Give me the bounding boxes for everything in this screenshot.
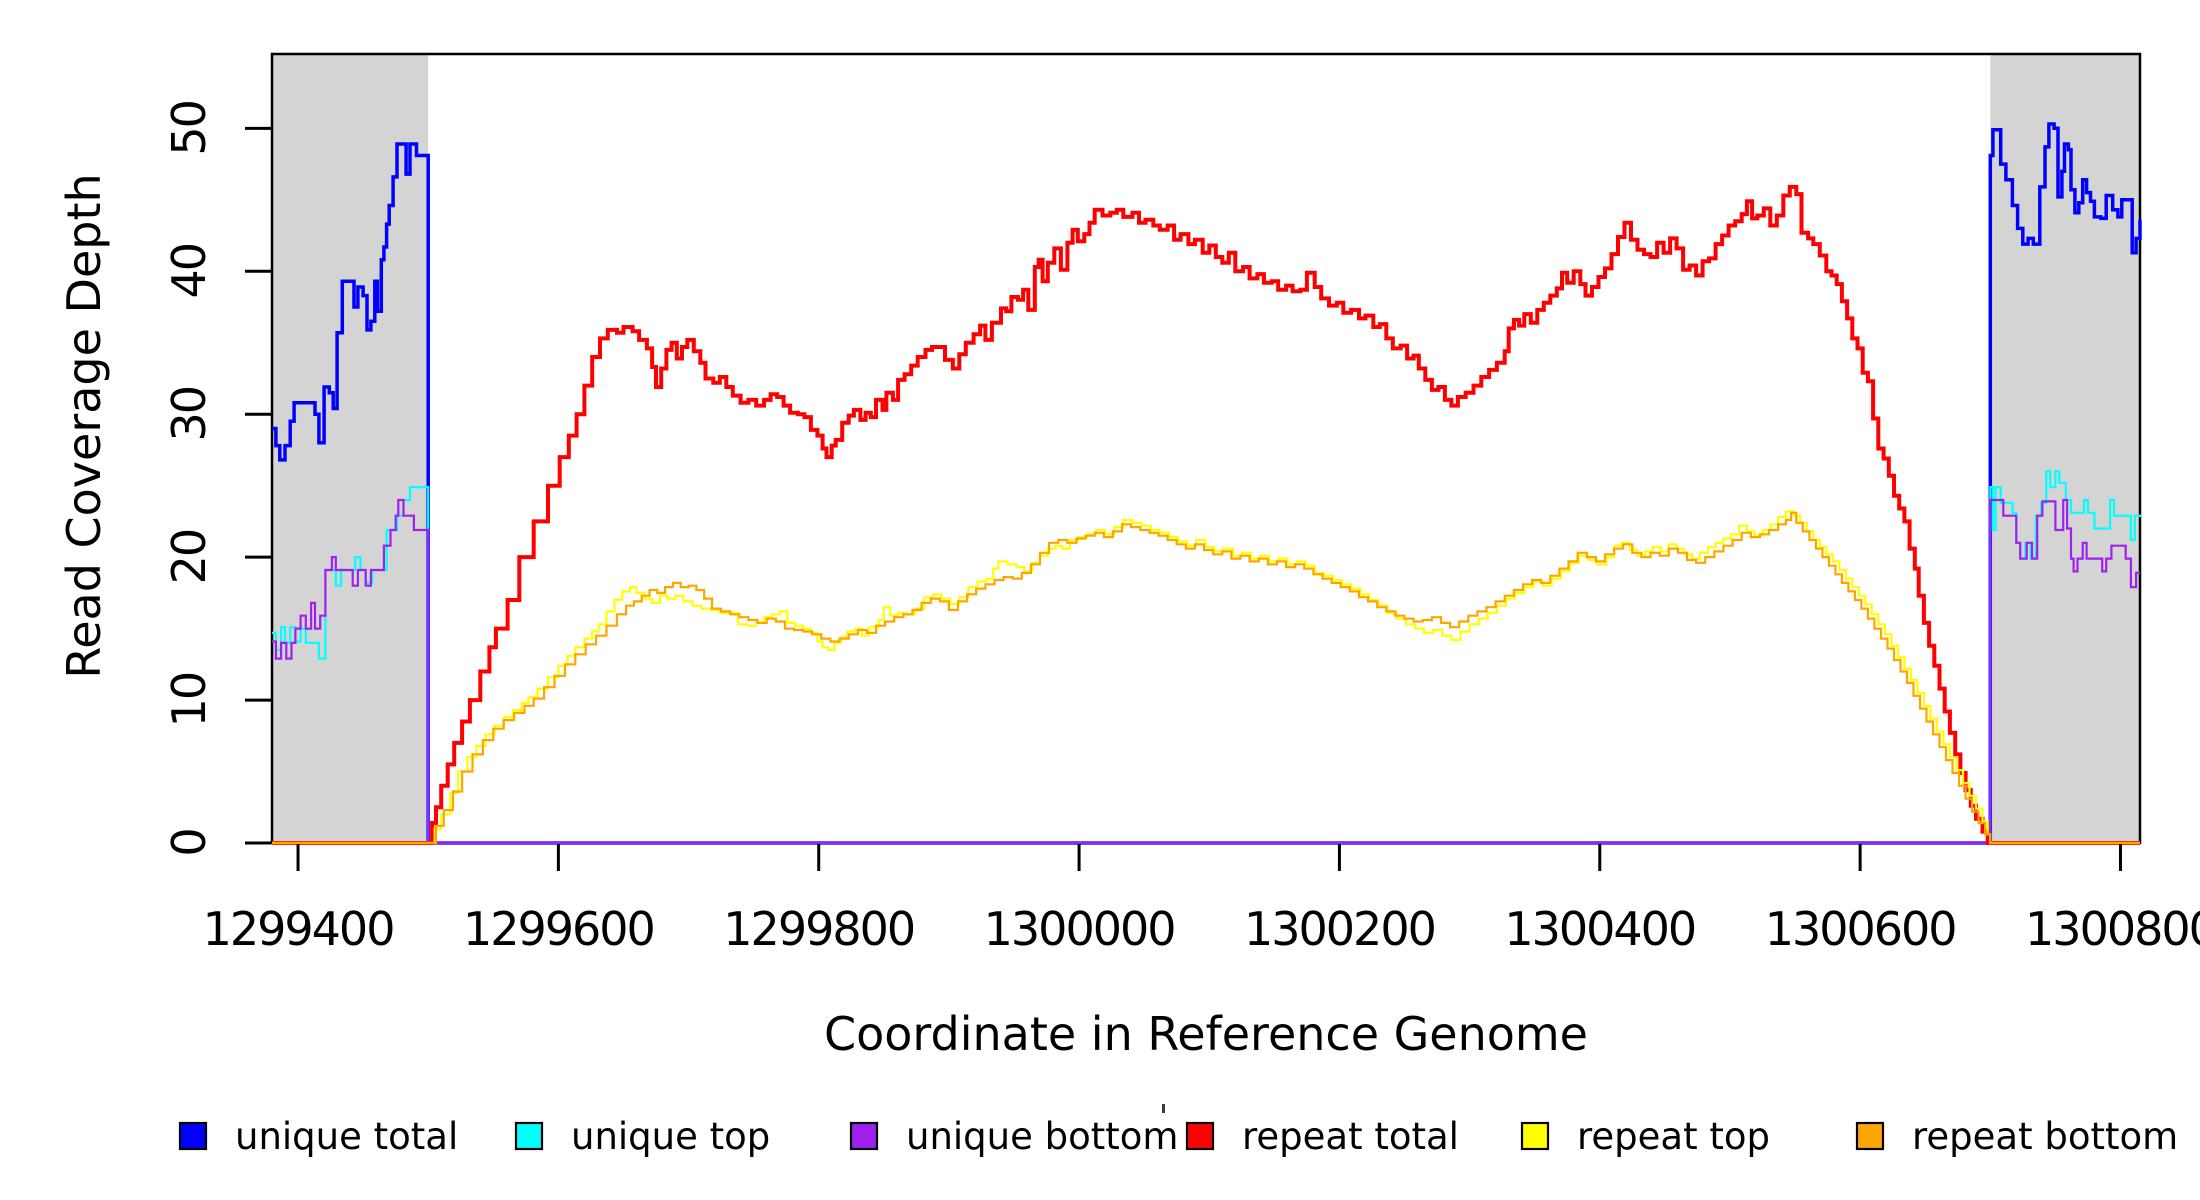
legend-label: unique top (571, 1115, 770, 1158)
legend-swatch (1855, 1121, 1885, 1151)
series-repeat-total (272, 184, 2140, 845)
masked-region-right (1990, 54, 2140, 843)
x-tick-label: 1299400 (203, 902, 394, 956)
series-unique-bottom (272, 498, 2140, 845)
legend-swatch (1185, 1121, 1215, 1151)
legend-label: repeat top (1577, 1115, 1770, 1158)
legend-item-unique-total: unique total (178, 1115, 458, 1158)
series-unique-top (272, 470, 2142, 845)
x-tick-label: 1300400 (1504, 902, 1695, 956)
plot-background-layer (270, 52, 2142, 845)
x-tick-label: 1300200 (1244, 902, 1435, 956)
x-tick-label: 1300000 (984, 902, 1175, 956)
legend: unique total unique top unique bottom repea… (178, 1115, 2178, 1158)
legend-swatch (1520, 1121, 1550, 1151)
legend-item-repeat-total: repeat total (1185, 1115, 1459, 1158)
y-axis-title: Read Coverage Depth (57, 173, 111, 678)
y-tick-label: 30 (162, 387, 216, 442)
legend-item-repeat-bottom: repeat bottom (1855, 1115, 2178, 1158)
series-repeat-top (272, 510, 2140, 845)
legend-swatch (514, 1121, 544, 1151)
series-unique-total (272, 122, 2142, 845)
y-tick-label: 50 (162, 101, 216, 156)
y-tick-label: 20 (162, 530, 216, 585)
series-repeat-bottom (272, 511, 2140, 845)
x-tick-label: 1300800 (2025, 902, 2200, 956)
y-tick-label: 0 (162, 829, 216, 856)
legend-label: repeat bottom (1912, 1115, 2178, 1158)
stray-mark (1162, 1104, 1165, 1113)
y-tick-label: 40 (162, 244, 216, 299)
legend-item-repeat-top: repeat top (1520, 1115, 1770, 1158)
legend-label: unique total (235, 1115, 458, 1158)
series-layer (272, 122, 2142, 845)
axes-layer: 1299400 1299600 1299800 1300000 1300200 13004… (162, 101, 2200, 956)
legend-label: repeat total (1242, 1115, 1459, 1158)
masked-region-left (272, 54, 429, 843)
x-tick-label: 1299800 (723, 902, 914, 956)
y-tick-label: 10 (162, 673, 216, 728)
x-tick-label: 1299600 (463, 902, 654, 956)
legend-item-unique-bottom: unique bottom (849, 1115, 1178, 1158)
x-axis-title: Coordinate in Reference Genome (824, 1007, 1588, 1061)
legend-label: unique bottom (906, 1115, 1178, 1158)
legend-swatch (849, 1121, 879, 1151)
legend-item-unique-top: unique top (514, 1115, 770, 1158)
x-tick-label: 1300600 (1765, 902, 1956, 956)
legend-swatch (178, 1121, 208, 1151)
plot-frame (270, 52, 2142, 845)
